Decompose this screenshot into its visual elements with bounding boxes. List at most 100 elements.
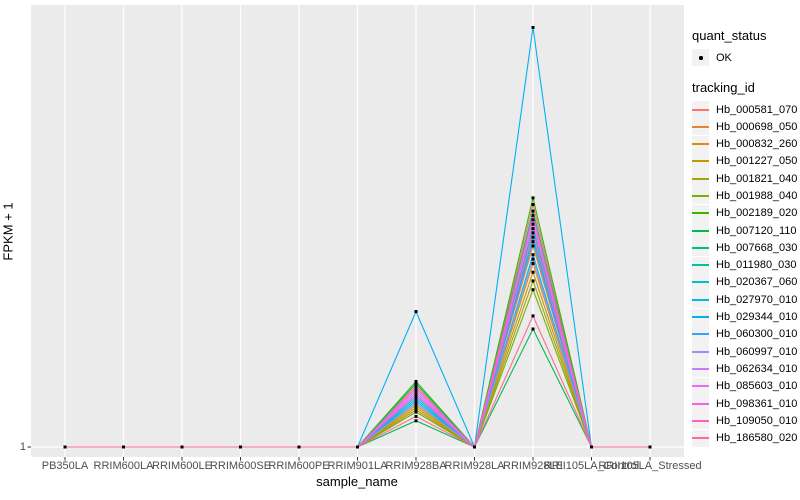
legend-line-icon — [692, 177, 709, 180]
legend-line-icon — [692, 298, 709, 301]
legend-key-box — [692, 429, 709, 447]
data-point — [531, 25, 535, 29]
legend-line-icon — [692, 350, 709, 353]
x-axis-title: sample_name — [316, 474, 398, 489]
legend-item-label: Hb_085603_010 — [716, 380, 798, 393]
data-point — [531, 202, 535, 206]
legend-item-label: Hb_109050_010 — [716, 414, 798, 427]
data-point — [414, 408, 418, 412]
data-point — [648, 445, 652, 449]
data-point — [414, 397, 418, 401]
legend-item-Hb_060300_010: Hb_060300_010 — [692, 325, 798, 343]
legend-item-label: Hb_062634_010 — [716, 362, 798, 375]
legend-key-box — [692, 187, 709, 205]
legend-item-label: Hb_020367_060 — [716, 276, 798, 289]
legend-item-label: Hb_186580_020 — [716, 432, 798, 445]
legend-line-icon — [692, 212, 709, 215]
y-axis-tick-label: 1 — [19, 441, 26, 453]
data-point — [531, 244, 535, 248]
legend-tracking-id-items: Hb_000581_070 Hb_000698_050 Hb_000832_260 H… — [692, 101, 798, 447]
legend-line-icon — [692, 437, 709, 440]
legend-item-Hb_000832_260: Hb_000832_260 — [692, 135, 798, 153]
data-point — [414, 410, 418, 414]
x-tick-label: RRIM901LA — [327, 460, 388, 472]
legend-item-label: Hb_027970_010 — [716, 293, 798, 306]
legend-item-Hb_085603_010: Hb_085603_010 — [692, 377, 798, 395]
data-point — [531, 257, 535, 261]
legend-key-box — [692, 377, 709, 395]
legend-line-icon — [692, 229, 709, 232]
data-point — [531, 235, 535, 239]
legend-item-label: Hb_011980_030 — [716, 259, 797, 272]
data-point — [531, 240, 535, 244]
data-point — [414, 310, 418, 314]
data-point — [414, 401, 418, 405]
data-point — [531, 227, 535, 230]
data-point — [531, 270, 535, 274]
legend-line-icon — [692, 367, 709, 370]
data-point — [414, 379, 418, 383]
legend-key-box — [692, 273, 709, 291]
legend-key-box — [692, 360, 709, 378]
legend-line-icon — [692, 264, 709, 267]
data-point — [297, 445, 301, 449]
data-point — [414, 393, 418, 397]
legend-item-Hb_000581_070: Hb_000581_070 — [692, 101, 798, 118]
legend-key-box — [692, 239, 709, 257]
legend-item-label: Hb_007668_030 — [716, 241, 798, 254]
legend-key-box — [692, 204, 709, 222]
legend-item-label: Hb_001227_050 — [716, 155, 798, 168]
data-point — [473, 445, 476, 449]
legend-key-box — [692, 135, 709, 153]
legend-item-Hb_001227_050: Hb_001227_050 — [692, 152, 798, 170]
legend-item-label: OK — [716, 51, 732, 64]
legend-line-icon — [692, 281, 709, 284]
legend-item-Hb_027970_010: Hb_027970_010 — [692, 291, 798, 309]
legend-key-box — [692, 152, 709, 170]
y-axis-title: FPKM + 1 — [0, 202, 16, 261]
legend-item-label: Hb_060300_010 — [716, 328, 798, 341]
legend-item-Hb_007668_030: Hb_007668_030 — [692, 239, 798, 257]
legend-item-label: Hb_098361_010 — [716, 397, 798, 410]
legend-line-icon — [692, 143, 709, 146]
data-point — [414, 403, 418, 407]
data-point — [531, 327, 535, 331]
legend-key-box — [692, 222, 709, 240]
legend-key-box — [692, 395, 709, 413]
data-point — [414, 384, 418, 388]
data-point — [414, 388, 418, 392]
data-point — [239, 445, 242, 449]
data-point — [414, 419, 418, 423]
x-tick-label: RRIM600SE — [209, 460, 272, 472]
legend-key-box — [692, 325, 709, 343]
legend-item-Hb_098361_010: Hb_098361_010 — [692, 395, 798, 413]
legend-line-icon — [692, 333, 709, 336]
legend-item-label: Hb_060997_010 — [716, 345, 798, 358]
legend-item-label: Hb_007120_110 — [716, 224, 797, 237]
plot-panel — [27, 5, 684, 461]
data-point — [414, 382, 418, 386]
x-tick-label: RRIM928LE — [503, 460, 563, 472]
data-point — [590, 445, 593, 449]
legend-item-label: Hb_029344_010 — [716, 311, 798, 324]
legend-key-box — [692, 49, 709, 66]
legend-item-label: Hb_002189_020 — [716, 207, 798, 220]
legend-item-label: Hb_001821_040 — [716, 172, 798, 185]
legend-key-box — [692, 308, 709, 326]
data-point — [414, 399, 418, 403]
data-point — [122, 445, 125, 449]
legend-line-icon — [692, 194, 709, 197]
legend-item-Hb_011980_030: Hb_011980_030 — [692, 256, 798, 274]
data-point — [180, 445, 184, 449]
data-point — [414, 386, 418, 390]
legend-line-icon — [692, 385, 709, 388]
data-point — [531, 231, 535, 235]
data-point — [531, 196, 535, 200]
legend-item-Hb_186580_020: Hb_186580_020 — [692, 429, 798, 447]
legend-item-Hb_062634_010: Hb_062634_010 — [692, 360, 798, 378]
plot-svg — [27, 5, 684, 461]
legend-item-label: Hb_000832_260 — [716, 138, 798, 151]
legend-title-tracking-id: tracking_id — [692, 80, 755, 95]
data-point — [414, 414, 418, 418]
